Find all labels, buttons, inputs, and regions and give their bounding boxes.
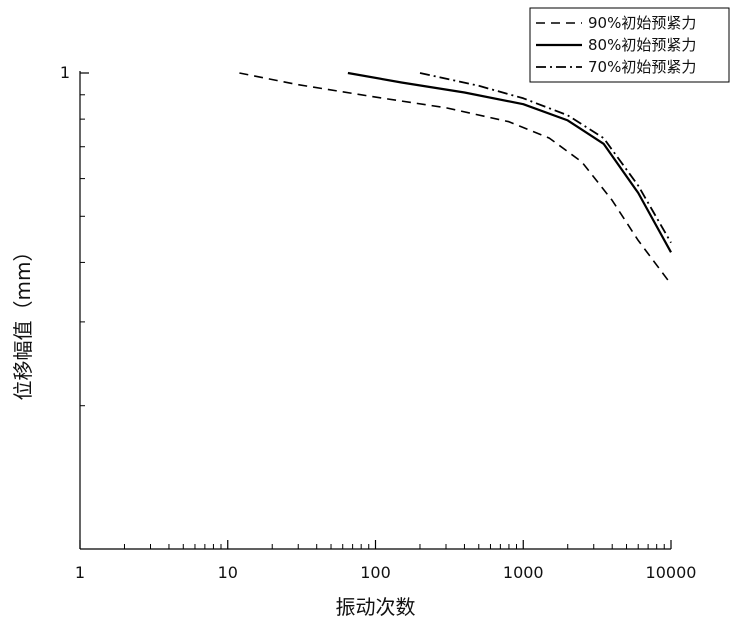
legend-label: 70%初始预紧力 (588, 58, 696, 76)
x-tick-label: 1 (75, 563, 85, 582)
legend-label: 80%初始预紧力 (588, 36, 696, 54)
legend: 90%初始预紧力 80%初始预紧力 70%初始预紧力 (530, 8, 729, 82)
series-layer (239, 73, 671, 284)
x-tick-label: 1000 (503, 563, 544, 582)
x-tick-label: 10 (218, 563, 238, 582)
y-axis-ticks: 1 (60, 63, 89, 406)
legend-label: 90%初始预紧力 (588, 14, 696, 32)
axes (80, 71, 671, 549)
series-line-3 (420, 73, 671, 243)
x-tick-label: 100 (360, 563, 391, 582)
x-axis-title: 振动次数 (336, 595, 416, 619)
y-tick-label: 1 (60, 63, 70, 82)
y-axis-title: 位移幅值（mm） (11, 242, 35, 401)
x-tick-label: 10000 (646, 563, 697, 582)
series-line-1 (239, 73, 671, 284)
x-axis-ticks: 1 10 100 1000 10000 (75, 540, 697, 582)
